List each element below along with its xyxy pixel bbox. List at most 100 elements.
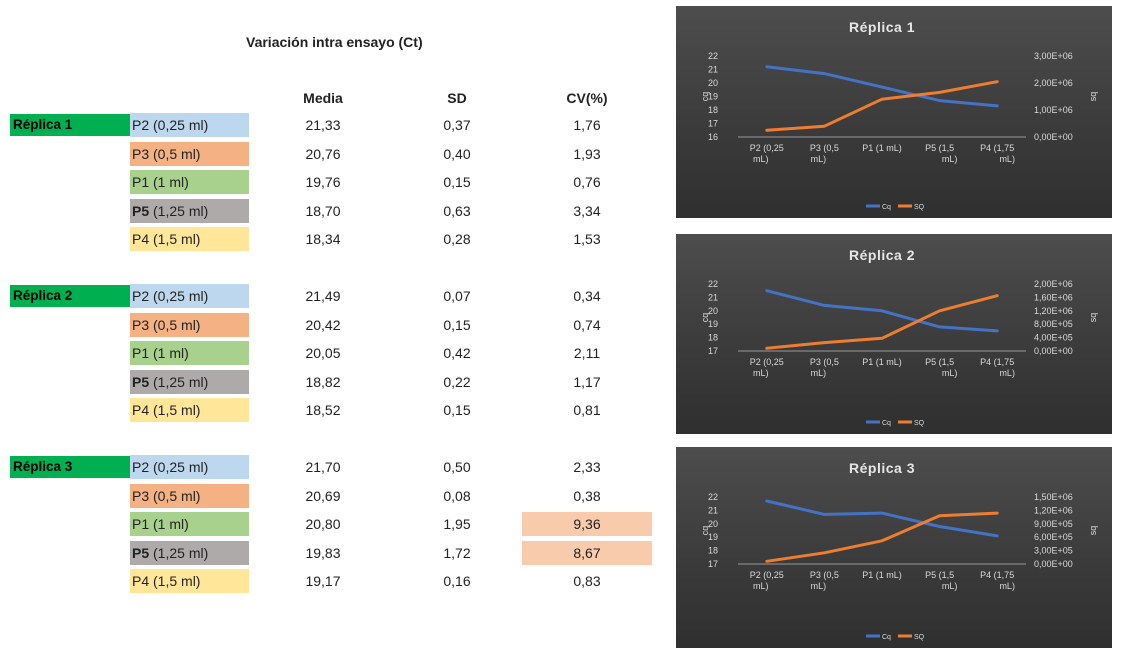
point-volume: (0,25 ml) [149, 288, 209, 304]
point-label: P4 (1,5 ml) [130, 227, 249, 251]
point-label: P3 (0,5 ml) [130, 312, 249, 337]
header-media: Media [303, 90, 343, 106]
cv-value: 8,67 [522, 540, 652, 565]
x-tick-label: mL) [999, 154, 1015, 164]
replica-label: Réplica 2 [10, 285, 130, 307]
x-tick-label: mL) [942, 368, 958, 378]
point-volume: (1,5 ml) [149, 402, 201, 418]
point-volume: (0,5 ml) [149, 316, 201, 333]
cv-value: 0,34 [573, 288, 601, 304]
point-label: P2 (0,25 ml) [130, 455, 249, 479]
media-value: 20,69 [305, 487, 341, 504]
cv-value: 1,53 [573, 231, 601, 247]
point-prefix: P1 [132, 345, 150, 361]
replica-label: Réplica 3 [10, 456, 130, 478]
cv-value: 2,11 [573, 345, 601, 361]
y2-tick-label: 6,00E+05 [1034, 532, 1073, 542]
x-tick-label: P1 (1 mL) [862, 570, 902, 580]
x-tick-label: mL) [999, 368, 1015, 378]
x-tick-label: mL) [999, 581, 1015, 591]
sd-value: 0,50 [443, 459, 471, 475]
y2-tick-label: 9,00E+05 [1034, 519, 1073, 529]
cv-value: 0,74 [573, 316, 601, 333]
sd-value: 0,28 [443, 231, 471, 247]
point-prefix: P2 [132, 117, 150, 133]
y2-tick-label: 1,20E+06 [1034, 306, 1073, 316]
cv-value: 0,83 [573, 573, 601, 589]
y-axis-label: cq [700, 92, 710, 102]
point-volume: (1,5 ml) [149, 231, 201, 247]
y2-tick-label: 3,00E+06 [1034, 51, 1073, 61]
point-prefix: P5 [132, 373, 150, 390]
sd-value: 0,15 [443, 402, 471, 418]
y2-tick-label: 8,00E+05 [1034, 319, 1073, 329]
x-tick-label: mL) [942, 581, 958, 591]
point-volume: (0,5 ml) [149, 487, 201, 504]
x-tick-label: P4 (1,75 [980, 357, 1014, 367]
point-prefix: P5 [132, 544, 150, 561]
point-prefix: P3 [132, 487, 150, 504]
y-tick-label: 22 [708, 279, 718, 289]
x-tick-label: P2 (0,25 [750, 570, 784, 580]
x-tick-label: P5 (1,5 [925, 357, 954, 367]
y-tick-label: 17 [708, 346, 718, 356]
point-volume: (0,5 ml) [149, 145, 201, 162]
y2-tick-label: 4,00E+05 [1034, 333, 1073, 343]
legend-label: SQ [914, 420, 925, 427]
y-tick-label: 19 [708, 92, 718, 102]
media-value: 18,52 [305, 402, 341, 418]
chart-svg: Réplica 1 16 17 18 19 20 21 22 0,00E+00 1,00E+06 2… [700, 19, 1098, 211]
point-label: P2 (0,25 ml) [130, 284, 249, 308]
x-tick-label: P1 (1 mL) [862, 143, 902, 153]
point-prefix: P3 [132, 145, 150, 162]
y-axis-label: cq [700, 526, 710, 536]
chart-replica-3: Réplica 3 17 18 19 20 21 22 0,00E+00 3,00E+05 6,0… [676, 447, 1112, 648]
y-tick-label: 17 [708, 119, 718, 129]
cv-value: 1,93 [573, 145, 601, 162]
media-value: 18,82 [305, 373, 341, 390]
point-label: P1 (1 ml) [130, 341, 249, 365]
legend-label: SQ [914, 204, 925, 211]
point-label: P1 (1 ml) [130, 512, 249, 536]
sd-value: 0,15 [443, 316, 471, 333]
y-tick-label: 21 [708, 505, 718, 515]
chart-title: Réplica 1 [849, 19, 915, 35]
sd-value: 1,72 [443, 544, 471, 561]
x-tick-label: P2 (0,25 [750, 143, 784, 153]
point-volume: (1 ml) [149, 516, 189, 532]
x-tick-label: P5 (1,5 [925, 570, 954, 580]
x-tick-label: P4 (1,75 [980, 570, 1014, 580]
point-prefix: P2 [132, 459, 150, 475]
y2-tick-label: 1,00E+06 [1034, 105, 1073, 115]
replica-label: Réplica 1 [10, 114, 130, 136]
cv-value: 3,34 [573, 202, 601, 219]
cv-value: 1,76 [573, 117, 601, 133]
point-prefix: P1 [132, 174, 150, 190]
y2-tick-label: 3,00E+05 [1034, 546, 1073, 556]
sd-value: 0,15 [443, 174, 471, 190]
point-label: P4 (1,5 ml) [130, 569, 249, 593]
point-label: P2 (0,25 ml) [130, 113, 249, 137]
y2-tick-label: 1,60E+06 [1034, 292, 1073, 302]
media-value: 21,49 [305, 288, 341, 304]
y2-axis-label: sq [1088, 526, 1098, 536]
y-tick-label: 21 [708, 65, 718, 75]
media-value: 19,17 [305, 573, 341, 589]
chart-svg: Réplica 2 17 18 19 20 21 22 0,00E+00 4,00E+05 8,0… [700, 247, 1098, 427]
y-tick-label: 20 [708, 306, 718, 316]
point-label: P4 (1,5 ml) [130, 398, 249, 422]
y-tick-label: 17 [708, 559, 718, 569]
y-tick-label: 22 [708, 492, 718, 502]
series-line-cq [765, 65, 999, 108]
media-value: 19,76 [305, 174, 341, 190]
y2-tick-label: 0,00E+00 [1034, 346, 1073, 356]
y2-axis-label: sq [1088, 92, 1098, 102]
x-tick-label: mL) [942, 154, 958, 164]
series-line-sq [765, 511, 999, 563]
legend-label: Cq [882, 204, 891, 211]
y-tick-label: 18 [708, 546, 718, 556]
cv-value: 0,76 [573, 174, 601, 190]
point-volume: (1 ml) [149, 345, 189, 361]
legend-label: SQ [914, 634, 925, 641]
chart-replica-2: Réplica 2 17 18 19 20 21 22 0,00E+00 4,00E+05 8,0… [676, 234, 1112, 434]
